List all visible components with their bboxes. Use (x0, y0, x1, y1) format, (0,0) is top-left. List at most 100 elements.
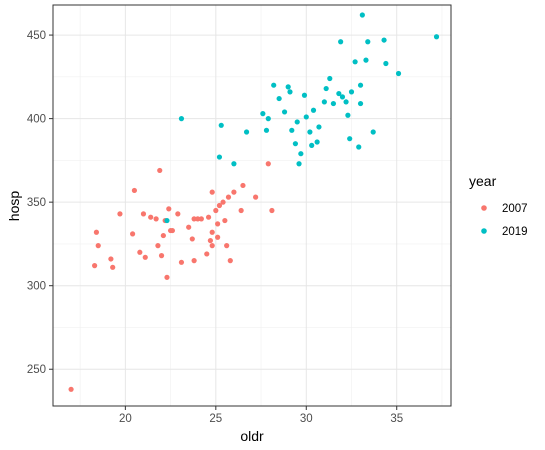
data-point-2007 (215, 221, 221, 227)
data-point-2019 (218, 122, 224, 128)
data-point-2007 (191, 258, 197, 264)
data-point-2019 (343, 99, 349, 105)
data-point-2019 (298, 151, 304, 157)
data-point-2019 (321, 99, 327, 105)
data-point-2007 (209, 229, 215, 235)
data-point-2007 (140, 211, 147, 217)
x-tick-label: 25 (209, 413, 222, 425)
data-point-2019 (303, 114, 309, 120)
legend-key-2007 (481, 205, 487, 211)
data-point-2007 (222, 217, 228, 224)
data-point-2007 (142, 254, 148, 260)
data-point-2007 (175, 211, 181, 217)
y-tick-label: 350 (27, 197, 46, 209)
data-point-2007 (92, 263, 98, 269)
grid-major (53, 5, 451, 406)
data-point-2019 (178, 116, 185, 122)
data-point-2007 (209, 243, 215, 249)
data-point-2007 (110, 264, 116, 270)
data-point-2019 (330, 100, 337, 107)
data-point-2019 (365, 39, 371, 45)
data-point-2019 (309, 142, 315, 148)
data-point-2007 (195, 216, 201, 222)
data-point-2007 (148, 214, 154, 220)
data-point-2019 (271, 82, 277, 88)
y-tick-label: 300 (27, 281, 46, 293)
data-point-2019 (301, 92, 308, 98)
data-point-2007 (207, 237, 213, 244)
data-point-2019 (347, 136, 353, 142)
data-point-2019 (352, 59, 358, 65)
data-point-2007 (186, 224, 192, 230)
data-point-2007 (130, 231, 136, 237)
data-point-2019 (348, 89, 355, 95)
data-point-2019 (336, 90, 342, 97)
legend-title: year (469, 173, 497, 189)
data-point-2019 (316, 124, 322, 130)
panel-border (52, 4, 452, 407)
data-point-2019 (359, 12, 365, 18)
y-tick-label: 250 (27, 364, 46, 376)
data-point-2019 (292, 141, 299, 147)
data-point-2019 (314, 139, 320, 145)
data-point-2019 (338, 39, 344, 45)
legend: year 2007 2019 (469, 173, 528, 238)
data-point-2007 (166, 206, 172, 212)
x-tick-label: 30 (300, 413, 313, 425)
y-axis-ticks: 250 300 350 400 450 (27, 30, 53, 376)
data-point-2007 (215, 234, 221, 240)
data-point-2007 (220, 199, 226, 205)
data-point-2019 (357, 82, 364, 88)
data-point-2007 (209, 189, 215, 195)
data-point-2007 (227, 258, 233, 264)
data-point-2007 (204, 251, 210, 257)
y-tick-label: 400 (27, 114, 46, 126)
data-point-2007 (178, 259, 185, 265)
data-point-2019 (323, 85, 329, 92)
data-point-2007 (158, 253, 165, 259)
legend-items: 2007 2019 (481, 203, 528, 238)
data-point-2007 (157, 167, 163, 174)
data-point-2019 (294, 119, 300, 125)
data-point-2007 (93, 229, 100, 235)
data-point-2007 (189, 236, 195, 242)
data-point-2019 (243, 129, 250, 135)
x-tick-label: 35 (390, 413, 403, 425)
y-tick-label: 450 (27, 30, 46, 42)
data-point-2019 (231, 161, 237, 167)
data-point-2019 (327, 75, 333, 82)
data-point-2019 (263, 127, 270, 133)
panel-background (53, 5, 451, 406)
data-point-2019 (296, 161, 302, 167)
data-point-2007 (117, 211, 123, 217)
data-point-2019 (260, 111, 266, 117)
grid-minor (53, 5, 451, 406)
data-point-2019 (310, 107, 317, 113)
data-point-2019 (265, 116, 271, 122)
data-point-2007 (169, 227, 175, 234)
data-point-2019 (345, 112, 351, 118)
data-point-2019 (307, 129, 313, 135)
data-point-2007 (68, 386, 74, 392)
data-point-2007 (131, 187, 138, 194)
data-point-2019 (289, 127, 295, 133)
data-point-2007 (137, 249, 143, 255)
data-point-2019 (164, 217, 170, 224)
data-point-2019 (357, 100, 364, 107)
legend-label-2019: 2019 (502, 226, 528, 238)
data-point-2019 (383, 60, 389, 67)
data-point-2007 (198, 216, 204, 222)
data-point-2007 (240, 182, 246, 189)
data-point-2019 (281, 109, 288, 115)
data-point-2007 (213, 207, 219, 214)
data-point-2007 (191, 216, 197, 222)
x-axis-title: oldr (240, 428, 264, 444)
data-point-2007 (95, 243, 101, 249)
y-axis-title: hosp (6, 191, 22, 222)
data-point-2019 (395, 70, 402, 77)
data-point-2019 (339, 94, 346, 100)
data-point-2007 (231, 189, 237, 195)
data-point-2019 (363, 57, 369, 63)
data-point-2007 (265, 161, 271, 167)
